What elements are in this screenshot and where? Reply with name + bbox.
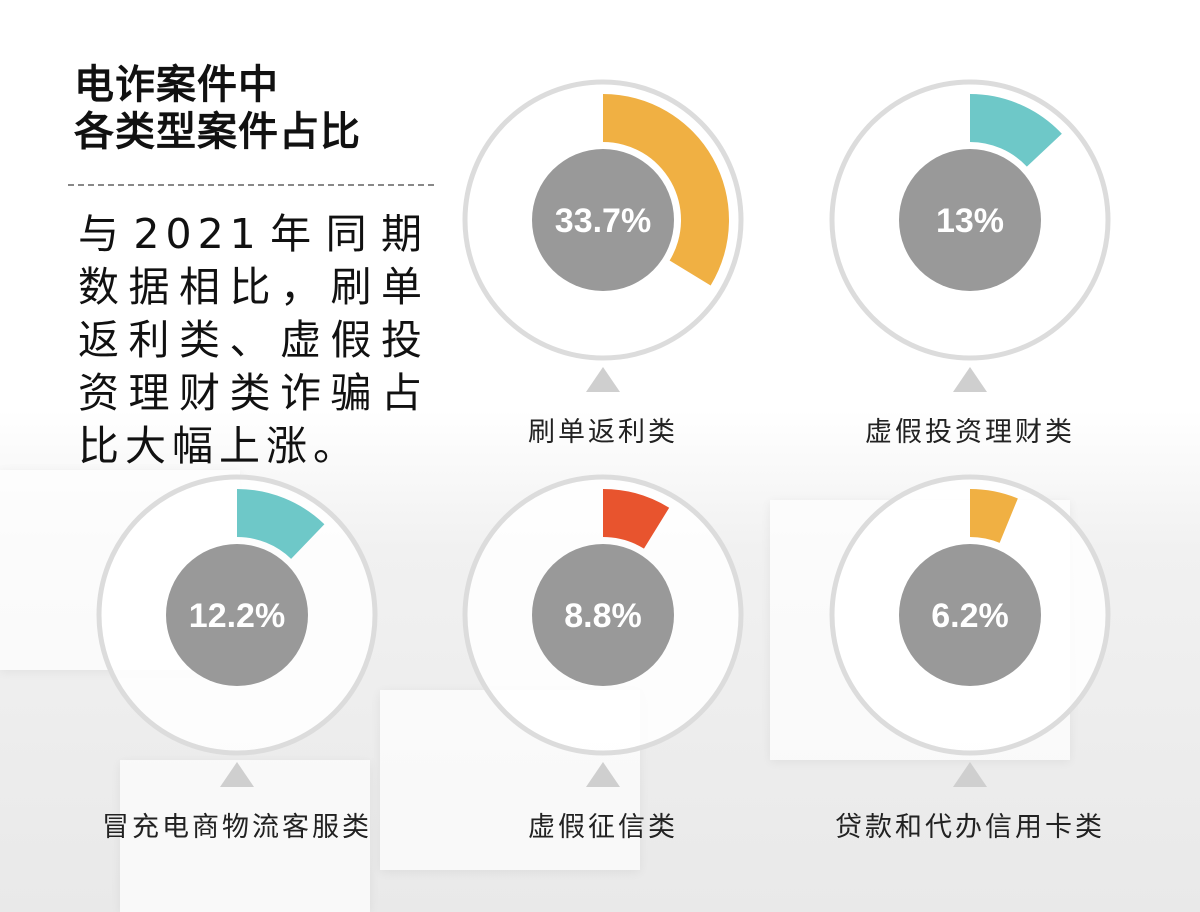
pointer-triangle bbox=[220, 762, 254, 787]
center-circle bbox=[532, 149, 674, 291]
description: 与2021年同期数据相比，刷单返利类、虚假投资理财类诈骗占比大幅上涨。 bbox=[78, 210, 428, 470]
pointer-triangle bbox=[953, 367, 987, 392]
value-label: 6.2% bbox=[931, 597, 1009, 635]
page-title: 电诈案件中 各类型案件占比 bbox=[74, 62, 361, 156]
value-label: 13% bbox=[936, 202, 1004, 240]
pointer-triangle bbox=[586, 367, 620, 392]
title-line-1: 电诈案件中 bbox=[74, 62, 279, 108]
arc-segment bbox=[970, 94, 1062, 167]
arc-segment bbox=[603, 94, 730, 286]
category-label: 虚假投资理财类 bbox=[865, 417, 1075, 448]
pointer-triangle bbox=[586, 762, 620, 787]
value-label: 33.7% bbox=[555, 202, 651, 240]
center-circle bbox=[166, 544, 308, 686]
category-label: 刷单返利类 bbox=[528, 417, 678, 448]
arc-segment bbox=[237, 489, 325, 559]
category-label: 虚假征信类 bbox=[528, 812, 678, 843]
title-line-2: 各类型案件占比 bbox=[74, 109, 361, 155]
center-circle bbox=[899, 149, 1041, 291]
value-label: 12.2% bbox=[189, 597, 285, 635]
pointer-triangle bbox=[953, 762, 987, 787]
value-label: 8.8% bbox=[564, 597, 642, 635]
divider bbox=[68, 184, 434, 186]
center-circle bbox=[899, 544, 1041, 686]
category-label: 冒充电商物流客服类 bbox=[102, 812, 372, 843]
arc-segment bbox=[603, 489, 670, 549]
category-label: 贷款和代办信用卡类 bbox=[835, 812, 1105, 843]
center-circle bbox=[532, 544, 674, 686]
arc-segment bbox=[970, 489, 1018, 543]
